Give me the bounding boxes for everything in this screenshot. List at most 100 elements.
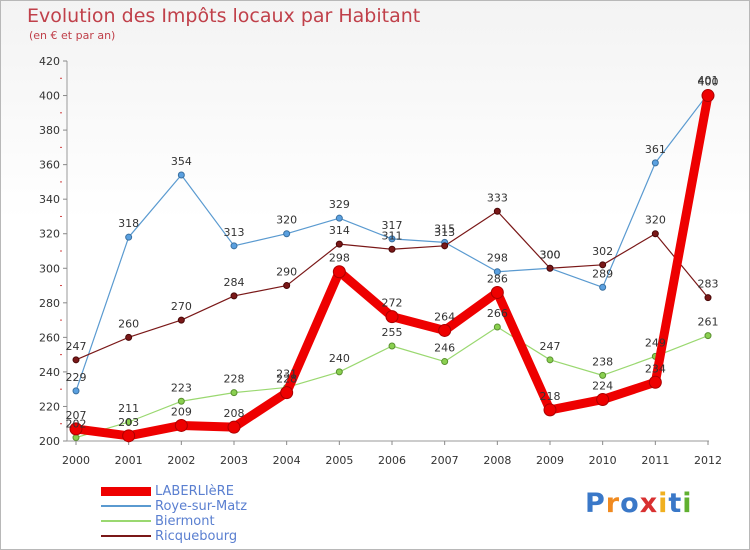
data-point bbox=[543, 403, 557, 417]
proxiti-logo: Proxiti bbox=[585, 488, 693, 519]
data-label: 298 bbox=[329, 252, 350, 265]
data-point bbox=[335, 368, 343, 376]
data-label: 264 bbox=[434, 310, 455, 323]
data-point bbox=[177, 171, 185, 179]
data-label: 247 bbox=[540, 340, 561, 353]
data-point bbox=[122, 429, 136, 443]
data-label: 400 bbox=[698, 76, 719, 89]
data-point bbox=[177, 397, 185, 405]
data-point bbox=[174, 418, 188, 432]
data-point bbox=[441, 358, 449, 366]
y-tick-label: 300 bbox=[39, 262, 60, 275]
x-tick-label: 2002 bbox=[167, 454, 195, 467]
legend-item: Roye-sur-Matz bbox=[101, 499, 341, 514]
data-point bbox=[72, 356, 80, 364]
data-label: 255 bbox=[382, 326, 403, 339]
legend-item: Biermont bbox=[101, 514, 341, 529]
data-label: 223 bbox=[171, 381, 192, 394]
x-tick-label: 2009 bbox=[536, 454, 564, 467]
legend-swatch bbox=[101, 505, 151, 507]
data-point bbox=[283, 282, 291, 290]
data-label: 224 bbox=[592, 380, 613, 393]
legend-label: Biermont bbox=[155, 514, 215, 529]
data-label: 311 bbox=[382, 229, 403, 242]
data-label: 208 bbox=[224, 407, 245, 420]
y-tick-label: 400 bbox=[39, 90, 60, 103]
y-tick-label: 360 bbox=[39, 159, 60, 172]
data-point bbox=[72, 387, 80, 395]
data-point bbox=[230, 389, 238, 397]
data-label: 313 bbox=[434, 226, 455, 239]
data-label: 333 bbox=[487, 191, 508, 204]
legend-label: Ricquebourg bbox=[155, 529, 238, 544]
data-label: 320 bbox=[276, 214, 297, 227]
data-label: 283 bbox=[698, 278, 719, 291]
data-label: 228 bbox=[224, 373, 245, 386]
data-label: 286 bbox=[487, 272, 508, 285]
x-tick-label: 2010 bbox=[589, 454, 617, 467]
data-point bbox=[177, 316, 185, 324]
data-point bbox=[546, 264, 554, 272]
data-label: 318 bbox=[118, 217, 139, 230]
legend-label: Roye-sur-Matz bbox=[155, 499, 248, 514]
legend-swatch bbox=[101, 520, 151, 522]
data-point bbox=[648, 375, 662, 389]
data-label: 314 bbox=[329, 224, 350, 237]
y-tick-label: 240 bbox=[39, 366, 60, 379]
data-label: 203 bbox=[118, 416, 139, 429]
data-point bbox=[335, 240, 343, 248]
data-label: 298 bbox=[487, 252, 508, 265]
x-tick-label: 2007 bbox=[431, 454, 459, 467]
data-point bbox=[335, 214, 343, 222]
data-label: 270 bbox=[171, 300, 192, 313]
data-point bbox=[283, 230, 291, 238]
data-point bbox=[704, 294, 712, 302]
chart-subtitle: (en € et par an) bbox=[29, 29, 116, 42]
data-point bbox=[438, 323, 452, 337]
data-point bbox=[599, 283, 607, 291]
data-label: 315 bbox=[434, 222, 455, 235]
y-tick-label: 280 bbox=[39, 297, 60, 310]
y-tick-label: 220 bbox=[39, 400, 60, 413]
data-point bbox=[72, 434, 80, 442]
legend-item: LABERLIèRE bbox=[101, 484, 341, 499]
data-point bbox=[599, 371, 607, 379]
x-tick-label: 2004 bbox=[273, 454, 301, 467]
x-tick-label: 2003 bbox=[220, 454, 248, 467]
y-tick-label: 420 bbox=[39, 55, 60, 68]
data-point bbox=[125, 418, 133, 426]
data-label: 272 bbox=[382, 297, 403, 310]
x-tick-label: 2012 bbox=[694, 454, 722, 467]
data-point bbox=[332, 265, 346, 279]
y-tick-label: 380 bbox=[39, 124, 60, 137]
data-label: 260 bbox=[118, 317, 139, 330]
data-label: 247 bbox=[66, 340, 87, 353]
y-tick-label: 260 bbox=[39, 331, 60, 344]
data-point bbox=[388, 245, 396, 253]
data-label: 290 bbox=[276, 266, 297, 279]
data-label: 246 bbox=[434, 342, 455, 355]
data-label: 289 bbox=[592, 267, 613, 280]
data-point bbox=[651, 159, 659, 167]
data-label: 320 bbox=[645, 214, 666, 227]
data-label: 234 bbox=[645, 362, 666, 375]
data-label: 302 bbox=[592, 245, 613, 258]
y-tick-label: 320 bbox=[39, 228, 60, 241]
data-point bbox=[385, 310, 399, 324]
data-label: 249 bbox=[645, 336, 666, 349]
data-label: 218 bbox=[540, 390, 561, 403]
data-point bbox=[701, 89, 715, 103]
data-point bbox=[546, 356, 554, 364]
legend-swatch bbox=[101, 487, 151, 496]
x-tick-label: 2000 bbox=[62, 454, 90, 467]
data-point bbox=[596, 393, 610, 407]
data-label: 329 bbox=[329, 198, 350, 211]
x-tick-label: 2001 bbox=[115, 454, 143, 467]
data-point bbox=[230, 242, 238, 250]
legend-item: Ricquebourg bbox=[101, 529, 341, 544]
data-point bbox=[493, 323, 501, 331]
data-point bbox=[704, 332, 712, 340]
data-point bbox=[599, 261, 607, 269]
data-point bbox=[493, 268, 501, 276]
